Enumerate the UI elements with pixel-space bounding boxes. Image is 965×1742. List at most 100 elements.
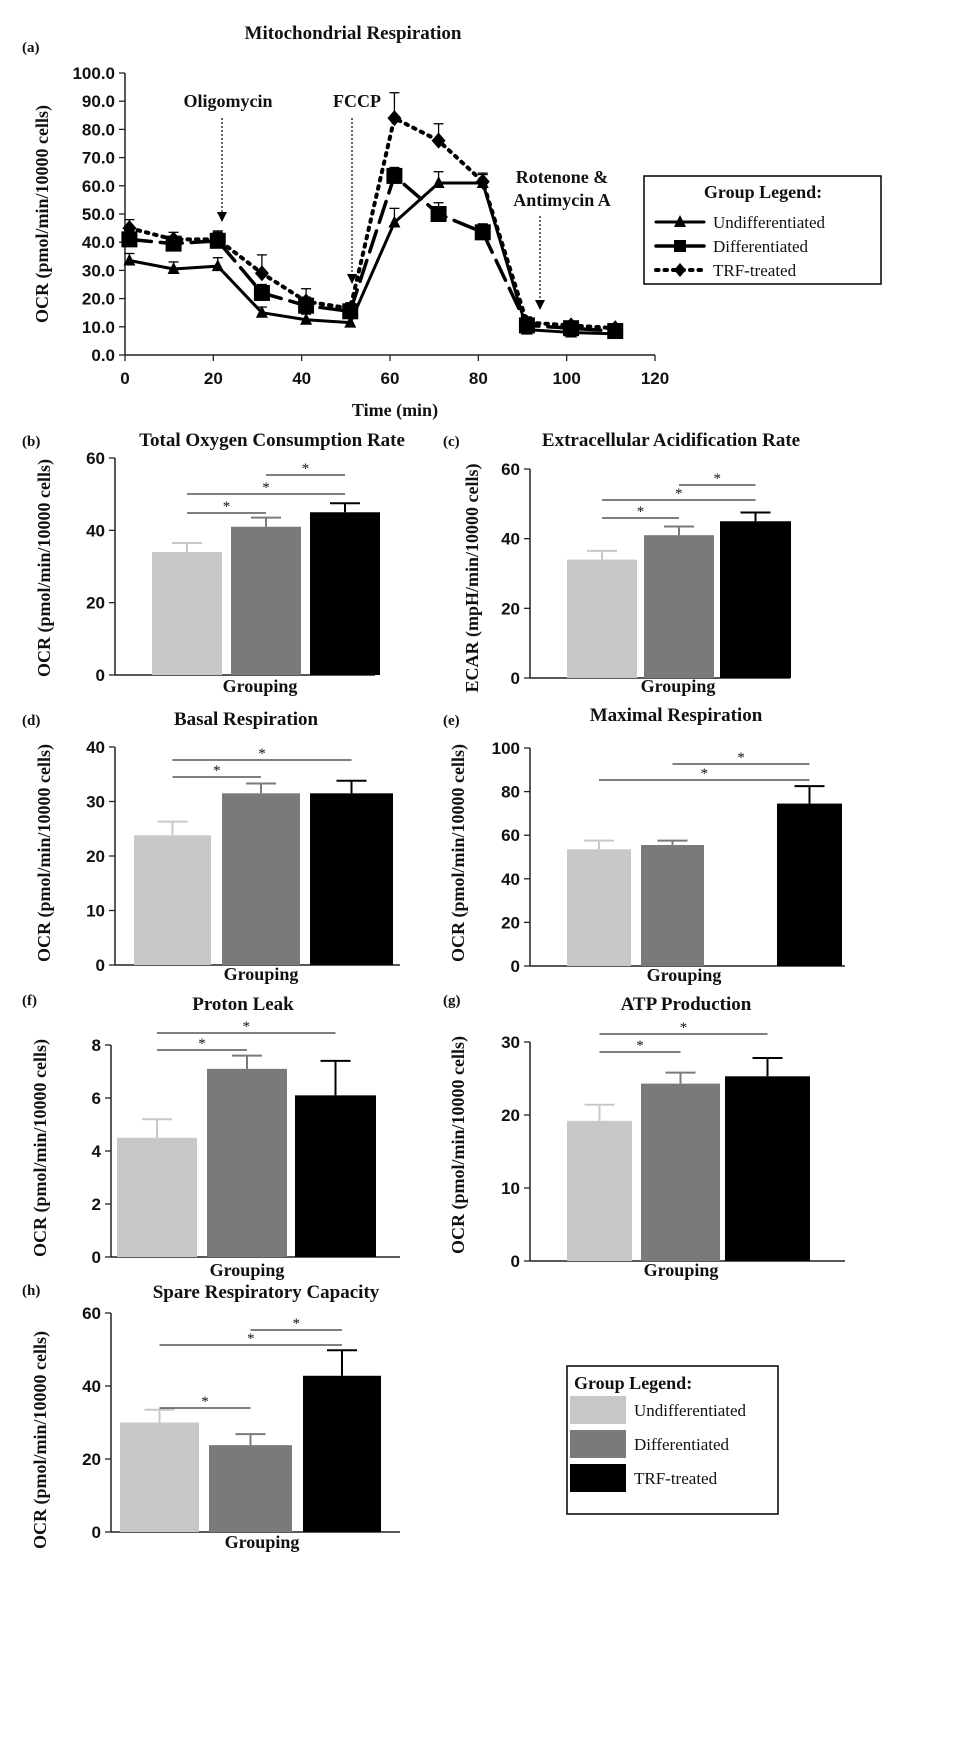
legend-item: TRF-treated	[570, 1464, 718, 1492]
significance-bracket: *	[602, 486, 756, 502]
annotation-arrow-head	[347, 274, 357, 284]
significance-star: *	[262, 480, 270, 496]
chart-b: (b) Total Oxygen Consumption Rate 0 20 40 60 G…	[22, 430, 405, 696]
y-axis-label: ECAR (mpH/min/10000 cells)	[462, 464, 483, 693]
y-tick-label: 20	[501, 1106, 520, 1125]
legend-swatch	[570, 1464, 626, 1492]
x-axis-label: Grouping	[647, 965, 722, 985]
x-axis-label: Time (min)	[352, 400, 438, 421]
chart-g: (g) ATP Production 0 10 20 30 Grouping OCR (pmo…	[443, 993, 845, 1280]
chart-h: (h) Spare Respiratory Capacity 0 20 40 60 Grou…	[22, 1282, 400, 1552]
panel-label: (b)	[22, 434, 40, 450]
legend-title: Group Legend:	[704, 182, 822, 202]
y-tick-label: 60	[82, 1304, 101, 1323]
y-tick-label: 6	[92, 1089, 101, 1108]
bar-differentiated	[231, 526, 301, 675]
y-tick-label: 60	[501, 826, 520, 845]
y-tick-label: 20	[86, 594, 105, 613]
significance-star: *	[701, 766, 709, 782]
legend-marker	[674, 263, 686, 277]
significance-star: *	[258, 746, 266, 762]
legend-item: Undifferentiated	[654, 213, 826, 232]
significance-bracket: *	[172, 746, 352, 762]
annotation-3: Rotenone & Antimycin A	[513, 167, 611, 310]
series-line	[127, 116, 618, 331]
significance-bracket: *	[187, 480, 345, 496]
y-tick-label: 20.0	[82, 290, 115, 309]
chart-title: Mitochondrial Respiration	[245, 23, 462, 44]
y-tick-label: 20	[86, 847, 105, 866]
significance-star: *	[223, 499, 231, 515]
data-point	[519, 314, 534, 331]
significance-bracket: *	[599, 1020, 768, 1036]
chart-a: (a) Mitochondrial Respiration 0.0 10.0 20.0 3…	[22, 23, 882, 421]
y-tick-label: 40	[501, 870, 520, 889]
significance-bracket: *	[157, 1036, 247, 1052]
legend-label: TRF-treated	[634, 1469, 718, 1488]
bar-differentiated	[207, 1068, 287, 1257]
data-point	[475, 173, 490, 190]
chart-e: (e) Maximal Respiration 0 20 40 60 80 100 Groupi…	[443, 705, 845, 985]
y-tick-label: 20	[82, 1450, 101, 1469]
x-tick-label: 120	[641, 369, 669, 388]
data-point	[210, 231, 225, 248]
bar-trf-treated	[725, 1076, 810, 1261]
legend-marker	[674, 240, 686, 252]
significance-star: *	[293, 1316, 301, 1332]
x-tick-label: 60	[381, 369, 400, 388]
chart-title: Maximal Respiration	[590, 705, 763, 726]
legend-item: Differentiated	[570, 1430, 730, 1458]
significance-star: *	[675, 486, 683, 502]
y-tick-label: 0.0	[91, 346, 115, 365]
y-tick-label: 40	[86, 521, 105, 540]
y-tick-label: 90.0	[82, 92, 115, 111]
data-point	[608, 320, 623, 337]
significance-star: *	[302, 461, 310, 477]
panel-label: (d)	[22, 713, 40, 729]
y-tick-label: 30.0	[82, 261, 115, 280]
significance-star: *	[247, 1331, 255, 1347]
y-tick-label: 0	[511, 957, 520, 976]
series-trf-treated	[122, 92, 623, 337]
y-tick-label: 80.0	[82, 120, 115, 139]
annotation-label: FCCP	[333, 91, 381, 111]
significance-star: *	[680, 1020, 688, 1036]
data-point	[387, 110, 402, 127]
annotation-arrow-head	[535, 300, 545, 310]
x-axis-label: Grouping	[644, 1260, 719, 1280]
legend-marker	[674, 215, 686, 227]
x-tick-label: 0	[120, 369, 129, 388]
y-tick-label: 2	[92, 1195, 101, 1214]
y-tick-label: 20	[501, 913, 520, 932]
bar-undifferentiated	[567, 1120, 632, 1261]
significance-bracket: *	[172, 763, 261, 779]
panel-label: (e)	[443, 713, 460, 729]
significance-star: *	[201, 1394, 209, 1410]
bar-trf-treated	[310, 793, 393, 965]
data-point	[344, 315, 357, 328]
x-axis-label: Grouping	[224, 964, 299, 984]
data-point	[564, 317, 579, 334]
y-tick-label: 0	[92, 1248, 101, 1267]
legend-label: Differentiated	[634, 1435, 730, 1454]
bar-trf-treated	[720, 521, 791, 678]
y-tick-label: 100	[492, 739, 520, 758]
chart-title: Spare Respiratory Capacity	[153, 1282, 380, 1303]
annotation-label: Antimycin A	[513, 190, 611, 210]
bar-trf-treated	[777, 803, 842, 966]
significance-star: *	[637, 504, 645, 520]
x-axis-label: Grouping	[210, 1260, 285, 1280]
significance-bracket: *	[266, 461, 345, 477]
significance-star: *	[198, 1036, 206, 1052]
legend-box	[643, 175, 882, 285]
bar-undifferentiated	[134, 835, 211, 965]
bar-differentiated	[222, 793, 300, 965]
data-point	[343, 300, 358, 317]
significance-star: *	[737, 750, 745, 766]
data-point	[166, 231, 181, 248]
y-tick-label: 70.0	[82, 149, 115, 168]
significance-bracket: *	[250, 1316, 342, 1332]
chart-title: Total Oxygen Consumption Rate	[139, 430, 405, 451]
significance-bracket: *	[599, 1038, 681, 1054]
chart-title: Extracellular Acidification Rate	[542, 430, 800, 451]
